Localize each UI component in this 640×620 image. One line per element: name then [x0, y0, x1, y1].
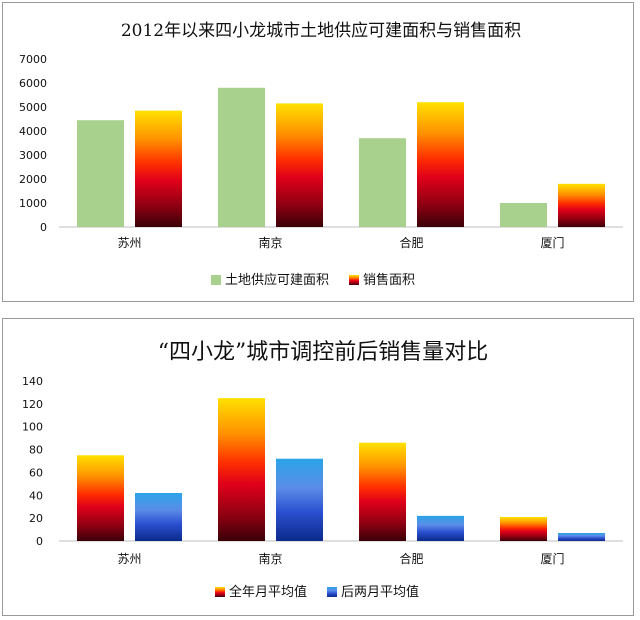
y-tick-label: 80 — [29, 444, 43, 457]
x-tick-label: 苏州 — [117, 236, 141, 250]
chart-sales-before-after: “四小龙”城市调控前后销售量对比 0 20 40 60 80 100 120 140 苏州 南京… — [22, 340, 623, 600]
bar-b — [135, 493, 182, 541]
y-tick-label: 5000 — [19, 101, 47, 114]
y-tick-label: 4000 — [19, 125, 47, 138]
x-tick-label: 厦门 — [540, 235, 564, 250]
x-axis-labels: 苏州 南京 合肥 厦门 — [117, 551, 564, 566]
x-tick-label: 南京 — [258, 235, 282, 250]
bar-a — [500, 517, 547, 541]
y-tick-label: 20 — [29, 512, 43, 525]
y-tick-label: 140 — [22, 375, 43, 388]
y-tick-label: 40 — [29, 489, 43, 502]
chart-title: 2012年以来四小龙城市土地供应可建面积与销售面积 — [121, 21, 521, 41]
chart-title: “四小龙”城市调控前后销售量对比 — [158, 340, 489, 365]
chart-land-vs-sales: 2012年以来四小龙城市土地供应可建面积与销售面积 0 1000 2000 3000 4… — [19, 21, 623, 288]
x-tick-label: 厦门 — [540, 551, 564, 566]
x-tick-label: 合肥 — [399, 235, 423, 250]
legend: 土地供应可建面积 销售面积 — [211, 272, 415, 288]
bar-a — [359, 138, 406, 227]
legend-swatch — [215, 587, 225, 597]
legend: 全年月平均值 后两月平均值 — [215, 584, 419, 600]
y-tick-label: 120 — [22, 398, 43, 411]
x-tick-label: 南京 — [258, 551, 282, 566]
bar-a — [218, 398, 265, 541]
legend-swatch — [327, 587, 337, 597]
chart-panel-sales-before-after: “四小龙”城市调控前后销售量对比 0 20 40 60 80 100 120 140 苏州 南京… — [2, 318, 634, 616]
bar-a — [77, 120, 124, 227]
bar-b — [417, 102, 464, 227]
bar-a — [500, 203, 547, 227]
legend-label: 土地供应可建面积 — [225, 272, 329, 288]
bar-a — [359, 442, 406, 541]
y-tick-label: 1000 — [19, 197, 47, 210]
y-tick-label: 100 — [22, 421, 43, 434]
y-tick-label: 6000 — [19, 77, 47, 90]
bar-b — [417, 515, 464, 541]
legend-swatch — [349, 275, 359, 285]
y-tick-label: 7000 — [19, 53, 47, 66]
bar-b — [276, 458, 323, 541]
y-tick-label: 2000 — [19, 173, 47, 186]
chart-panel-land-vs-sales: 2012年以来四小龙城市土地供应可建面积与销售面积 0 1000 2000 3000 4… — [2, 2, 634, 302]
bars — [77, 87, 605, 227]
y-tick-label: 0 — [36, 535, 43, 548]
legend-label: 全年月平均值 — [229, 584, 307, 600]
bar-a — [218, 87, 265, 227]
legend-label: 后两月平均值 — [341, 584, 419, 600]
bar-a — [77, 455, 124, 541]
legend-label: 销售面积 — [363, 272, 415, 288]
bar-b — [558, 183, 605, 227]
x-axis-labels: 苏州 南京 合肥 厦门 — [117, 235, 564, 250]
bars — [77, 398, 605, 541]
bar-b — [135, 110, 182, 227]
bar-b — [558, 533, 605, 541]
y-tick-label: 3000 — [19, 149, 47, 162]
legend-swatch — [211, 275, 221, 285]
y-tick-label: 60 — [29, 466, 43, 479]
y-tick-label: 0 — [40, 221, 47, 234]
bar-b — [276, 103, 323, 227]
x-tick-label: 合肥 — [399, 551, 423, 566]
x-tick-label: 苏州 — [117, 552, 141, 566]
